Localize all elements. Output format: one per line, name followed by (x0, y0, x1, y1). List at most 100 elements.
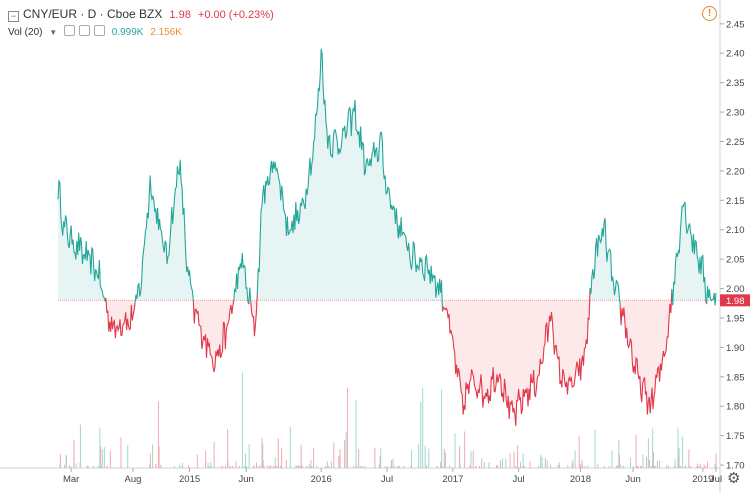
volume-bar (470, 451, 472, 468)
volume-bar (270, 465, 272, 468)
volume-bar (557, 464, 559, 468)
gear-icon[interactable]: ⚙ (727, 470, 741, 487)
symbol-legend[interactable]: − CNY/EUR · D · Cboe BZX 1.98 +0.00 (+0.2… (8, 7, 278, 22)
volume-bar (261, 438, 263, 468)
volume-bar (380, 448, 382, 468)
y-tick-label: 1.80 (726, 402, 745, 413)
volume-bar (653, 451, 655, 468)
price-line-down (105, 298, 136, 339)
price-change: +0.00 (+0.23%) (197, 9, 274, 21)
volume-bar (267, 465, 269, 468)
close-small-icon[interactable] (93, 25, 105, 36)
volume-bar (616, 465, 618, 468)
x-tick-label: 2019 (692, 474, 713, 485)
warning-icon[interactable]: ! (702, 6, 717, 21)
settings-small-icon[interactable] (78, 25, 90, 36)
volume-bar (608, 465, 610, 468)
volume-bar (703, 464, 705, 468)
x-tick-label: Aug (125, 474, 142, 485)
volume-bar (347, 465, 349, 468)
volume-bar (232, 465, 234, 468)
volume-bar (280, 465, 282, 468)
volume-bar (328, 465, 330, 468)
volume-bar (637, 465, 639, 468)
price-line-down (619, 289, 673, 415)
volume-bar (355, 462, 357, 468)
visibility-icon[interactable] (63, 25, 75, 36)
volume-bar (513, 451, 515, 468)
volume-bar (587, 465, 589, 468)
volume-bar (330, 461, 332, 468)
volume-bar (656, 461, 658, 468)
volume-bar (274, 457, 276, 468)
volume-bar (75, 463, 77, 468)
y-tick-label: 1.85 (726, 372, 745, 383)
volume-bar (298, 465, 300, 468)
volume-bar (173, 465, 175, 468)
volume-bar (418, 444, 420, 468)
volume-bar (229, 465, 231, 468)
volume-bar (253, 466, 255, 468)
volume-bar (458, 446, 460, 468)
y-tick-label: 2.45 (726, 19, 745, 30)
volume-bar (149, 453, 151, 468)
volume-bar (248, 444, 250, 468)
volume-bar (422, 388, 424, 468)
volume-bar (235, 460, 237, 468)
volume-bar (188, 464, 190, 468)
volume-bar (424, 445, 426, 468)
volume-bar (618, 454, 620, 468)
volume-bar (685, 465, 687, 468)
volume-bar (346, 387, 348, 468)
volume-bar (296, 465, 298, 468)
volume-bar (594, 429, 596, 468)
volume-legend[interactable]: Vol (20) ▼ 0.999K 2.156K (8, 25, 186, 38)
volume-indicator-label: Vol (20) (8, 27, 43, 38)
volume-bar (674, 466, 676, 468)
volume-bar (101, 449, 103, 468)
volume-bar (277, 438, 279, 468)
volume-bar (244, 453, 246, 468)
volume-bar (522, 453, 524, 468)
volume-bar (79, 424, 81, 468)
y-tick-label: 2.15 (726, 196, 745, 207)
price-line-up (706, 285, 717, 306)
volume-bar (106, 465, 108, 468)
volume-bar (632, 465, 634, 468)
volume-bar (544, 458, 546, 468)
volume-bar (697, 463, 699, 468)
volume-bar (550, 464, 552, 468)
volume-bar (425, 465, 427, 468)
volume-bar (222, 465, 224, 468)
volume-bar (696, 465, 698, 468)
volume-bar (59, 454, 61, 468)
y-tick-label: 1.90 (726, 343, 745, 354)
volume-bar (509, 452, 511, 468)
volume-bar (403, 465, 405, 468)
volume-bar (715, 453, 717, 468)
y-tick-label: 2.05 (726, 255, 745, 266)
volume-bar (688, 449, 690, 468)
volume-bar (181, 463, 183, 468)
volume-bar (579, 464, 581, 468)
volume-bar (241, 372, 243, 468)
volume-bar (361, 465, 363, 468)
volume-ma-value: 2.156K (150, 27, 182, 38)
volume-bar (358, 448, 360, 468)
collapse-legend-icon[interactable]: − (8, 11, 19, 22)
y-tick-label: 2.30 (726, 108, 745, 119)
volume-bar (615, 465, 617, 468)
volume-bar (97, 465, 99, 468)
volume-bar (449, 465, 451, 468)
volume-bar (93, 465, 95, 468)
volume-bar (445, 452, 447, 468)
volume-bar (505, 458, 507, 468)
x-tick-label: 2017 (442, 474, 463, 485)
chevron-down-icon[interactable]: ▼ (49, 28, 58, 37)
volume-bar (584, 465, 586, 468)
volume-bar (541, 457, 543, 468)
volume-bar (103, 447, 105, 468)
volume-bar (603, 465, 605, 468)
y-tick-label: 2.10 (726, 225, 745, 236)
